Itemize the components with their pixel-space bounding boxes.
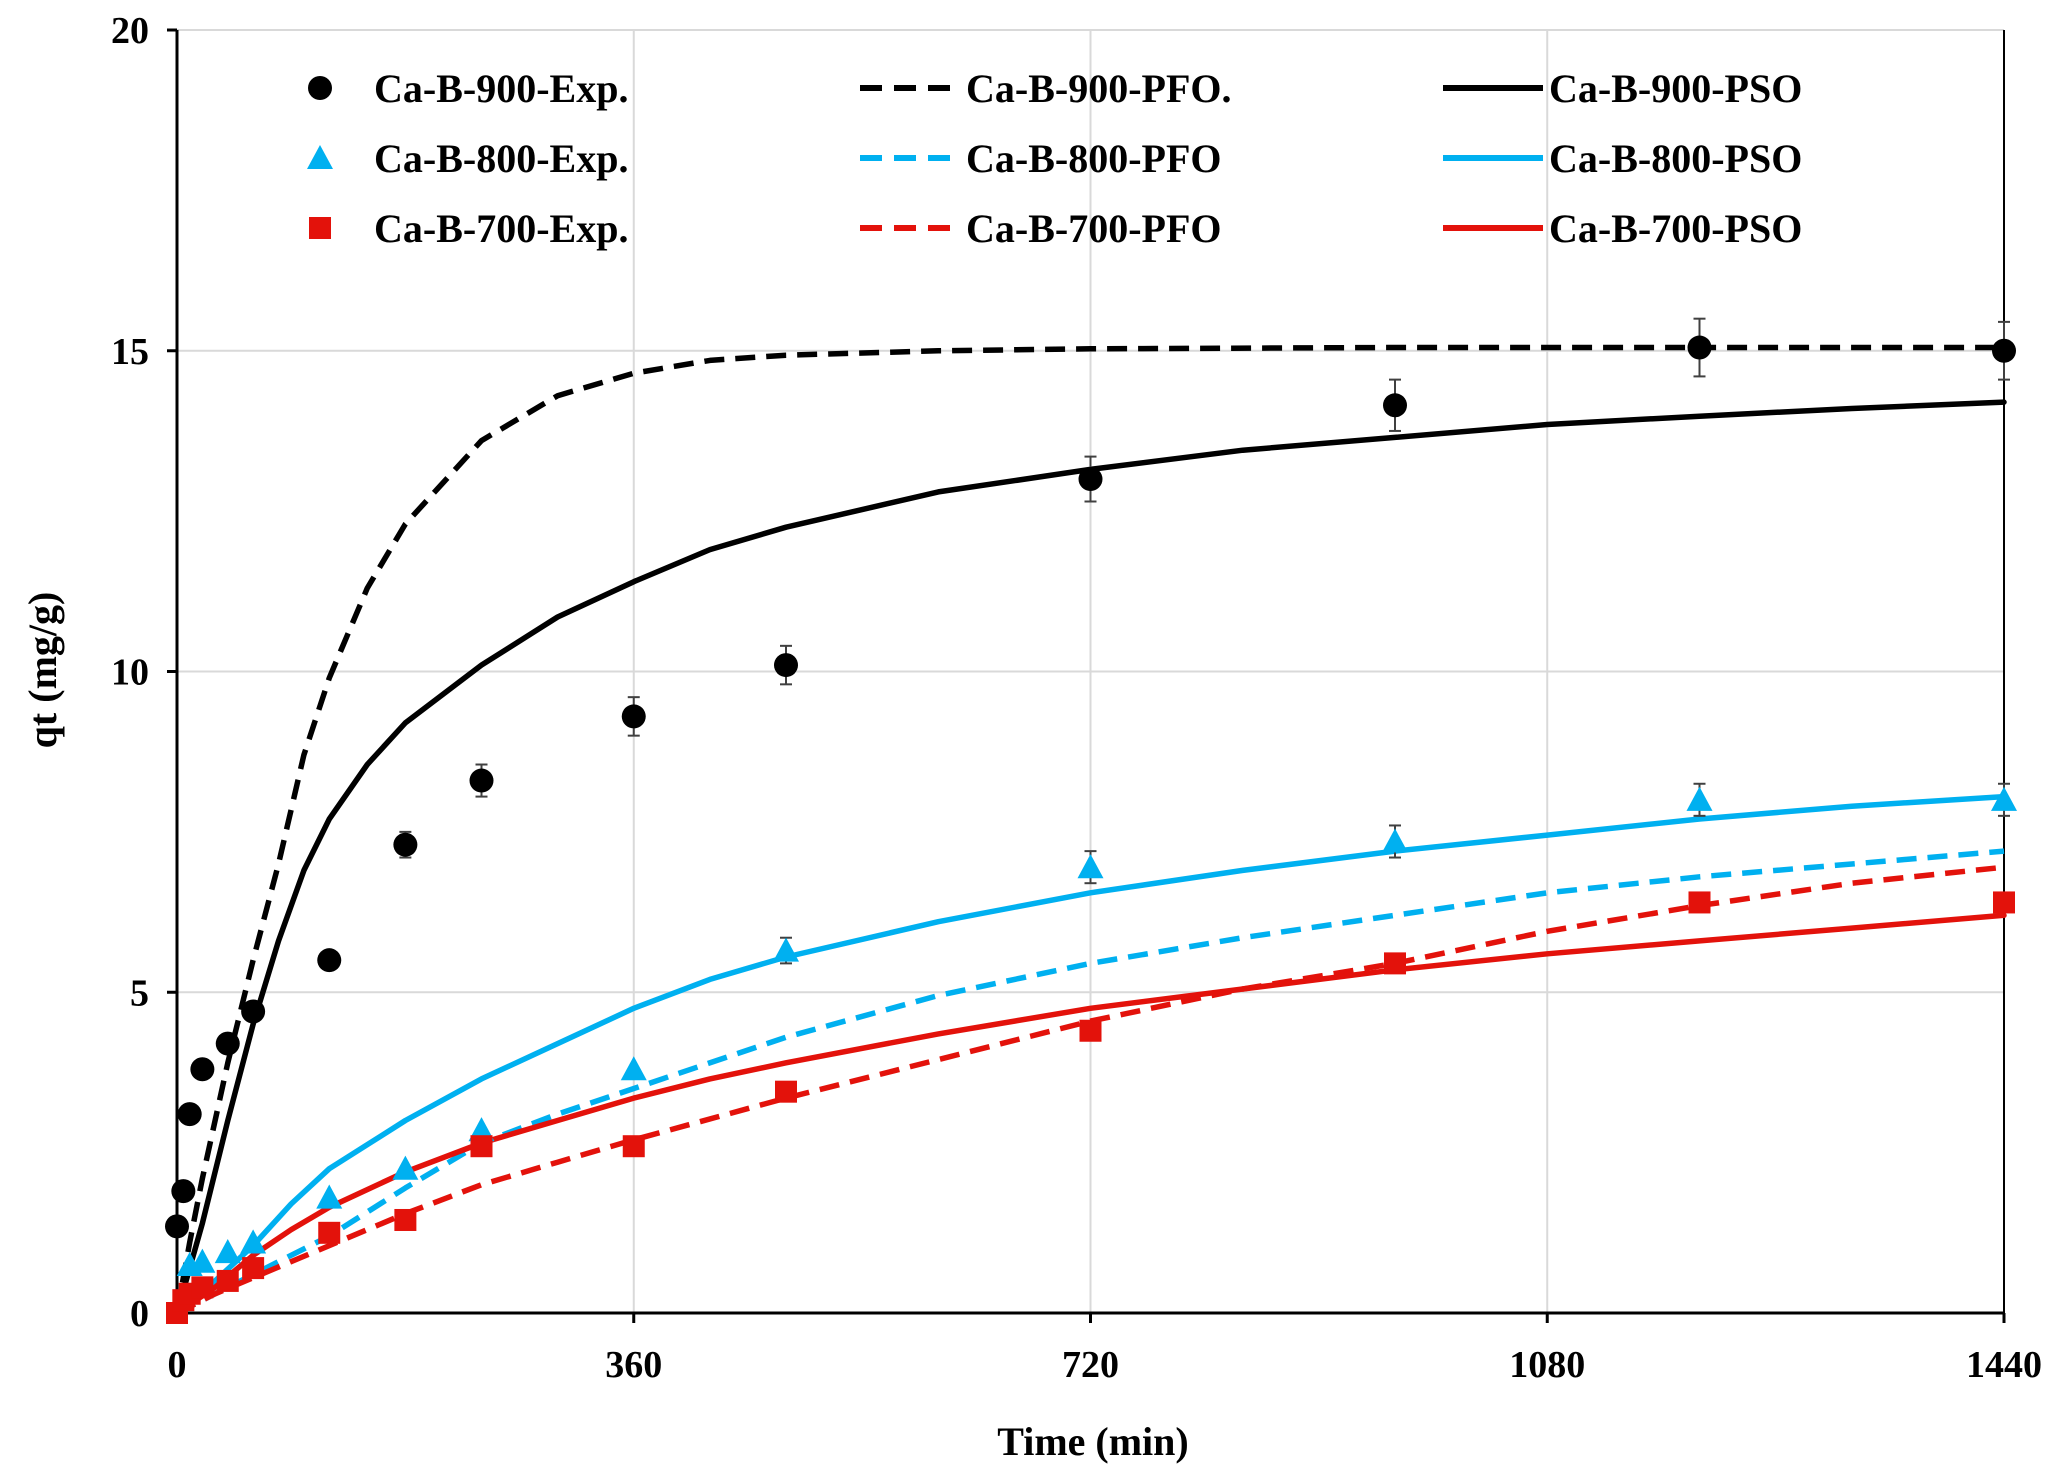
x-tick-label: 360 <box>605 1344 662 1386</box>
data-point <box>1688 891 1711 914</box>
legend-item-ca-b-700-pfo: Ca-B-700-PFO <box>860 206 1222 251</box>
series-line-ca-b-800-pso <box>174 793 2007 1316</box>
data-point <box>1993 891 2015 914</box>
data-point <box>1077 854 1104 879</box>
y-tick-label: 5 <box>130 972 149 1014</box>
series-line-ca-b-900-pso <box>174 399 2007 1316</box>
data-point <box>622 1135 645 1158</box>
legend-item-ca-b-800-pso: Ca-B-800-PSO <box>1443 136 1802 181</box>
data-point <box>189 1248 216 1273</box>
data-point <box>215 1031 240 1056</box>
y-tick-label: 0 <box>130 1293 149 1335</box>
legend-label: Ca-B-900-PFO. <box>966 66 1232 111</box>
data-point <box>1383 393 1407 418</box>
legend-item-ca-b-900-pso: Ca-B-900-PSO <box>1443 66 1802 111</box>
data-point <box>1686 786 1713 811</box>
legend-label: Ca-B-800-PSO <box>1549 136 1802 181</box>
data-point <box>620 1056 647 1081</box>
legend-swatch <box>309 217 331 239</box>
data-point <box>392 1155 419 1180</box>
legend-label: Ca-B-700-PFO <box>966 206 1222 251</box>
series-line-ca-b-700-pso <box>174 912 2007 1316</box>
series-ca-b-800-pfo <box>175 848 2005 1316</box>
legend-label: Ca-B-800-Exp. <box>374 136 628 181</box>
data-point <box>165 1214 189 1239</box>
data-point <box>1078 467 1103 492</box>
axes: 0 5 10 15 20 0 360 720 1080 1440 <box>111 10 2042 1386</box>
x-tick-label: 1080 <box>1509 1344 1585 1386</box>
data-point <box>316 1184 343 1209</box>
series-group <box>165 317 2017 1324</box>
y-tick-label: 20 <box>111 10 149 52</box>
series-ca-b-700-exp <box>166 891 2015 1324</box>
data-point <box>470 1135 493 1158</box>
data-point <box>1079 1019 1102 1042</box>
legend-swatch <box>308 76 332 100</box>
legend-item-ca-b-800-pfo: Ca-B-800-PFO <box>860 136 1222 181</box>
data-point <box>469 768 494 793</box>
legend-label: Ca-B-900-PSO <box>1549 66 1802 111</box>
data-point <box>214 1239 241 1264</box>
series-line-ca-b-800-pfo <box>175 848 2005 1316</box>
data-point <box>317 948 342 973</box>
data-point <box>394 1208 417 1231</box>
legend-item-ca-b-900-pfo: Ca-B-900-PFO. <box>860 66 1232 111</box>
data-point <box>242 1257 265 1280</box>
legend-item-ca-b-700-pso: Ca-B-700-PSO <box>1443 206 1802 251</box>
legend-swatch <box>307 145 333 170</box>
series-ca-b-700-pfo <box>175 864 2005 1316</box>
y-tick-label: 10 <box>111 652 149 694</box>
data-point <box>773 937 799 962</box>
data-point <box>1382 828 1408 853</box>
x-tick-label: 720 <box>1062 1344 1119 1386</box>
data-point <box>190 1057 215 1082</box>
data-point <box>177 1102 202 1127</box>
data-point <box>171 1179 196 1204</box>
series-ca-b-800-pso <box>174 793 2007 1316</box>
legend-label: Ca-B-900-Exp. <box>374 66 628 111</box>
x-tick-label: 1440 <box>1966 1344 2042 1386</box>
legend-label: Ca-B-800-PFO <box>966 136 1222 181</box>
data-point <box>240 1229 267 1254</box>
x-axis-label: Time (min) <box>997 1419 1188 1464</box>
data-point <box>318 1221 341 1244</box>
x-tick-label: 0 <box>168 1344 187 1386</box>
series-ca-b-900-exp <box>165 317 2016 1239</box>
legend-label: Ca-B-700-PSO <box>1549 206 1802 251</box>
data-point <box>393 832 418 857</box>
series-ca-b-900-pso <box>174 399 2007 1316</box>
data-point <box>241 999 266 1024</box>
data-point <box>1687 335 1712 360</box>
legend-item-ca-b-700-exp: Ca-B-700-Exp. <box>309 206 628 251</box>
series-ca-b-900-pfo <box>174 344 2004 1314</box>
legend-label: Ca-B-700-Exp. <box>374 206 628 251</box>
data-point <box>1992 338 2016 363</box>
legend-item-ca-b-800-exp: Ca-B-800-Exp. <box>307 136 628 181</box>
data-point <box>621 704 646 729</box>
y-tick-label: 15 <box>111 331 149 373</box>
series-line-ca-b-900-pfo <box>174 344 2004 1314</box>
data-point <box>1384 952 1406 975</box>
data-point <box>191 1276 214 1299</box>
data-point <box>1991 786 2017 811</box>
series-ca-b-800-exp <box>176 782 2017 1276</box>
legend: Ca-B-900-Exp. Ca-B-900-PFO. Ca-B-900-PSO Ca… <box>307 66 1802 251</box>
y-axis-label: qt (mg/g) <box>20 592 65 749</box>
legend-item-ca-b-900-exp: Ca-B-900-Exp. <box>308 66 628 111</box>
series-line-ca-b-700-pfo <box>175 864 2005 1316</box>
data-point <box>216 1269 239 1292</box>
series-ca-b-700-pso <box>174 912 2007 1316</box>
data-point <box>775 1080 797 1103</box>
data-point <box>774 653 798 678</box>
